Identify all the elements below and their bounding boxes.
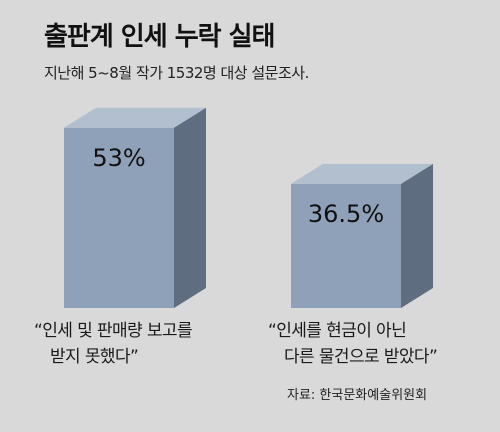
- category-label-1-line1: “인세 및 판매량 보고를: [34, 321, 193, 341]
- chart-title: 출판계 인세 누락 실태: [44, 22, 275, 52]
- bar-2-value-label: 36.5%: [308, 200, 384, 228]
- bar-1-side: [174, 107, 206, 308]
- category-label-1: “인세 및 판매량 보고를 받지 못했다”: [34, 318, 193, 370]
- bar-1-top: [64, 107, 206, 128]
- chart-subtitle: 지난해 5~8월 작가 1532명 대상 설문조사.: [44, 64, 309, 82]
- bar-1-front: [64, 127, 174, 308]
- bar-2: 36.5%: [291, 163, 433, 308]
- category-label-2-line2: 다른 물건으로 받았다”: [284, 347, 438, 367]
- category-label-2: “인세를 현금이 아닌 다른 물건으로 받았다”: [268, 318, 438, 370]
- source-note: 자료: 한국문화예술위원회: [287, 388, 428, 403]
- bar-1: 53%: [64, 107, 206, 308]
- bar-2-side: [401, 163, 433, 308]
- bar-2-front: [291, 183, 401, 308]
- category-label-2-line1: “인세를 현금이 아닌: [268, 321, 407, 341]
- category-label-1-line2: 받지 못했다”: [50, 347, 139, 367]
- bar-1-value-label: 53%: [92, 144, 145, 172]
- bar-2-top: [291, 163, 433, 184]
